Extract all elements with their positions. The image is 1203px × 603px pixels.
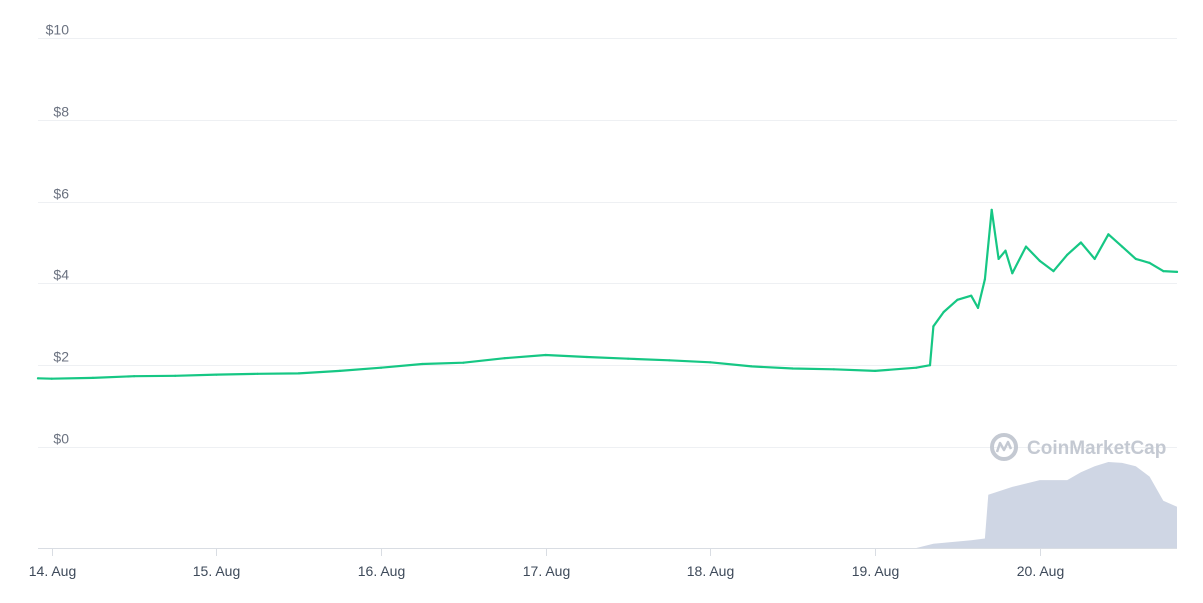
price-point	[544, 353, 547, 357]
price-point	[997, 257, 1000, 260]
price-point	[297, 372, 300, 375]
y-axis-ticks: $0 $2 $4 $6 $8 $10	[46, 22, 70, 447]
price-series	[36, 208, 1179, 380]
price-point	[956, 298, 959, 301]
y-tick-label: $0	[53, 431, 69, 447]
coinmarketcap-logo-mark	[995, 440, 1013, 453]
price-point	[983, 278, 987, 281]
price-point	[1079, 241, 1082, 244]
price-point	[1011, 272, 1014, 275]
price-point	[133, 375, 136, 378]
price-point	[627, 357, 630, 360]
price-point	[668, 359, 671, 362]
price-point	[750, 365, 753, 368]
price-point	[1024, 245, 1028, 248]
price-point	[585, 355, 589, 359]
coinmarketcap-watermark: CoinMarketCap	[990, 433, 1166, 461]
price-point	[1148, 261, 1151, 264]
price-point	[503, 357, 506, 360]
price-point	[380, 366, 383, 369]
grid-lines	[38, 38, 1177, 448]
x-tick-label: 15. Aug	[193, 563, 241, 579]
price-point	[174, 374, 177, 377]
y-tick-label: $10	[46, 22, 70, 38]
price-point	[976, 306, 980, 309]
price-point	[970, 294, 973, 297]
price-point	[1066, 253, 1069, 256]
x-axis-ticks: 14. Aug 15. Aug 16. Aug 17. Aug 18. Aug 19. A…	[29, 548, 1065, 579]
price-point	[50, 377, 53, 380]
price-point	[36, 377, 40, 380]
price-point	[915, 366, 918, 369]
watermark-text: CoinMarketCap	[1027, 438, 1166, 459]
price-point	[1121, 245, 1124, 248]
price-point	[928, 364, 932, 367]
price-point	[832, 368, 836, 371]
price-point	[91, 376, 94, 379]
price-point	[462, 361, 465, 364]
price-point	[215, 373, 218, 376]
y-tick-label: $4	[53, 267, 69, 283]
price-point	[1162, 270, 1165, 273]
price-point	[709, 361, 712, 364]
price-point	[1004, 249, 1007, 252]
x-tick-label: 20. Aug	[1017, 563, 1065, 579]
x-tick-label: 16. Aug	[358, 563, 406, 579]
coinmarketcap-logo-icon	[990, 433, 1018, 461]
x-tick-label: 19. Aug	[852, 563, 900, 579]
price-point	[874, 369, 877, 372]
x-tick-label: 17. Aug	[523, 563, 571, 579]
price-point	[338, 369, 341, 372]
price-line	[36, 208, 1179, 380]
y-tick-label: $8	[53, 104, 69, 120]
price-point	[932, 325, 935, 328]
price-point	[1175, 270, 1179, 273]
price-point	[791, 367, 794, 370]
x-tick-label: 14. Aug	[29, 563, 77, 579]
price-point	[1038, 259, 1041, 262]
price-point	[942, 310, 945, 314]
price-point	[256, 372, 259, 375]
volume-area	[38, 462, 1177, 548]
volume-area-path	[38, 462, 1177, 548]
price-point	[1093, 257, 1096, 260]
y-tick-label: $6	[53, 186, 69, 202]
y-tick-label: $2	[53, 349, 69, 365]
price-point	[421, 362, 424, 366]
price-point	[1107, 233, 1110, 236]
price-point	[990, 208, 993, 211]
price-point	[1134, 257, 1137, 260]
x-tick-label: 18. Aug	[687, 563, 735, 579]
price-point	[1052, 270, 1055, 273]
